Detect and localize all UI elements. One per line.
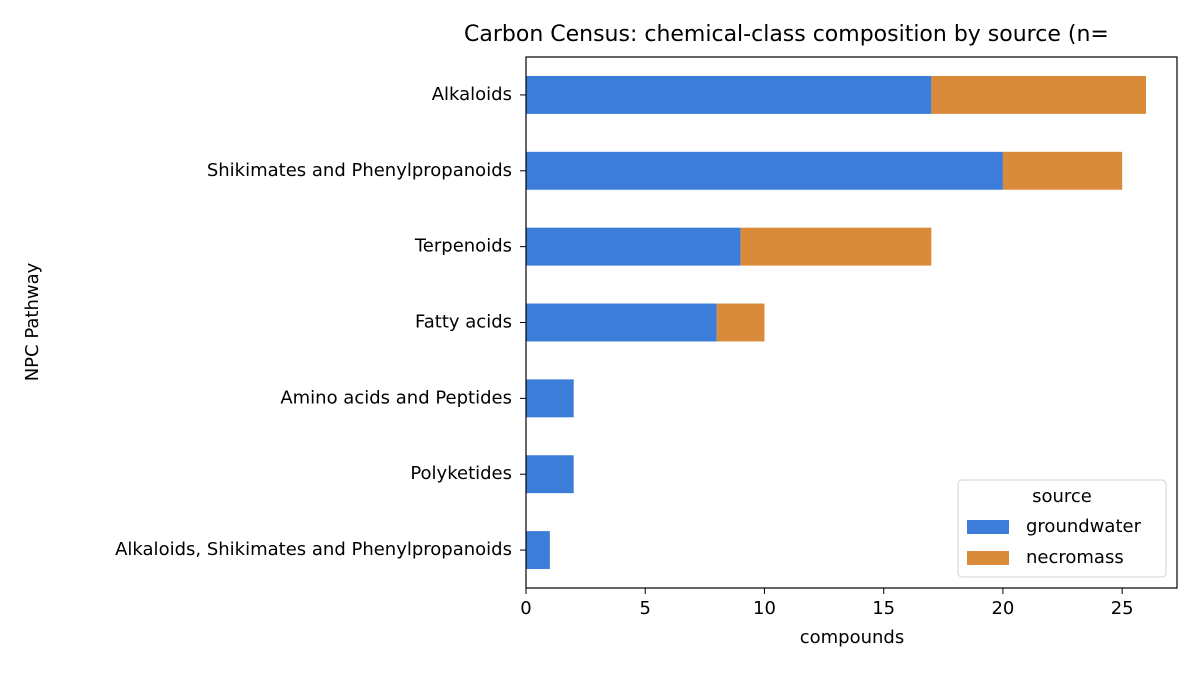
legend-title: source [1032, 486, 1092, 507]
legend-box [957, 479, 1167, 578]
y-tick-label: Terpenoids [414, 236, 512, 257]
legend-label: groundwater [1026, 516, 1142, 537]
bar [716, 303, 765, 342]
legend-label: necromass [1026, 547, 1124, 568]
bar [526, 151, 1003, 190]
y-axis-label: NPC Pathway [22, 262, 43, 381]
x-axis-label: compounds [800, 627, 905, 648]
bar [526, 379, 574, 418]
legend-swatch [967, 551, 1009, 565]
bar [1002, 151, 1123, 190]
bar [526, 227, 741, 266]
x-tick-label: 20 [991, 598, 1014, 619]
axes-frame [525, 56, 1178, 589]
y-tick-label: Amino acids and Peptides [280, 387, 512, 408]
legend-swatch [967, 520, 1009, 534]
chart-title: Carbon Census: chemical-class compositio… [464, 22, 1109, 47]
y-tick-label: Alkaloids [432, 84, 512, 105]
bar [526, 303, 717, 342]
x-tick-label: 25 [1111, 598, 1134, 619]
y-tick-label: Fatty acids [415, 312, 512, 333]
x-tick-label: 5 [640, 598, 651, 619]
x-tick-label: 0 [520, 598, 531, 619]
bar [526, 531, 550, 570]
x-tick-label: 10 [753, 598, 776, 619]
y-tick-label: Polyketides [410, 463, 512, 484]
x-tick-label: 15 [872, 598, 895, 619]
y-tick-label: Shikimates and Phenylpropanoids [207, 160, 512, 181]
bar [740, 227, 932, 266]
bar [931, 75, 1146, 114]
bar [526, 75, 932, 114]
bar [526, 455, 574, 494]
y-tick-label: Alkaloids, Shikimates and Phenylpropanoi… [115, 539, 512, 560]
